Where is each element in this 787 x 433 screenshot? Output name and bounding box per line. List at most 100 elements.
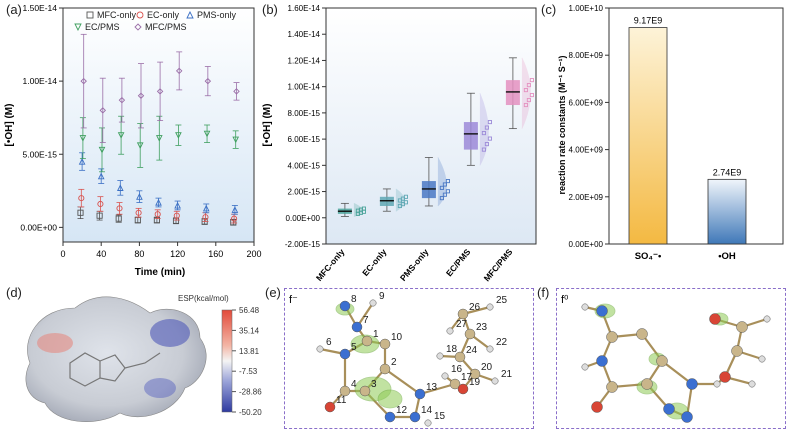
chart-b-point xyxy=(526,97,531,103)
panel-a-letter: (a) xyxy=(6,2,22,17)
chart-a-point xyxy=(153,217,160,224)
chart-b-point xyxy=(442,182,447,187)
chart-a-legend-label: PMS-only xyxy=(197,10,237,20)
chart-b-point xyxy=(487,120,492,125)
mol-e-atom xyxy=(441,372,449,380)
chart-a-legend-item: PMS-only xyxy=(186,10,237,20)
chart-a-point xyxy=(97,172,105,180)
chart-a-point xyxy=(79,135,87,142)
chart-a-point xyxy=(175,132,182,139)
chart-a-point xyxy=(231,206,239,213)
mol-f-atom xyxy=(748,380,756,388)
mol-e-atom-label: 21 xyxy=(501,369,513,380)
mol-e-atom xyxy=(361,335,373,347)
chart-b-point xyxy=(529,93,534,98)
mol-e-atom-label: 2 xyxy=(391,357,397,368)
chart-b-point xyxy=(484,125,489,130)
chart-a-point xyxy=(204,77,212,85)
chart-a-point xyxy=(78,195,85,202)
chart-c-bar-label: 2.74E9 xyxy=(713,167,742,177)
chart-b-ytick-label: -2.00E-15 xyxy=(285,240,321,249)
panel-b-letter: (b) xyxy=(262,2,278,17)
esp-surface-shape xyxy=(25,296,207,423)
chart-b-ytick-label: 8.00E-15 xyxy=(288,109,321,118)
mol-e-atom xyxy=(486,303,494,311)
chart-a-xtick-label: 0 xyxy=(60,249,65,259)
chart-a-point xyxy=(203,130,211,138)
mol-e-atom-label: 10 xyxy=(391,332,403,343)
esp-scale-title: ESP(kcal/mol) xyxy=(178,294,229,303)
chart-a-point xyxy=(78,157,86,165)
chart-b-point xyxy=(403,200,408,205)
chart-b-xtick-label: MFC-only xyxy=(314,247,347,283)
chart-a-legend-item: MFC/PMS xyxy=(134,22,187,32)
panel-c-letter: (c) xyxy=(541,2,557,17)
chart-b-ytick-label: 1.60E-14 xyxy=(288,4,321,13)
mol-e-atom-label: 18 xyxy=(446,344,458,355)
chart-a-ytick-label: 1.00E-14 xyxy=(23,76,58,86)
chart-a-time-series: 0 40 80 120 160 200 0.00E+00 5.00E-15 1.00E-14 1.… xyxy=(4,3,262,278)
mol-e-atom-label: 20 xyxy=(481,362,493,373)
chart-c-bar-label: 9.17E9 xyxy=(634,16,663,26)
chart-b-xtick-label: EC/PMS xyxy=(444,247,473,279)
mol-f-atom xyxy=(713,380,721,388)
mol-e-atom xyxy=(424,419,432,427)
chart-b-point xyxy=(484,142,489,147)
mol-f-atom xyxy=(758,355,766,363)
mol-e-atom-label: 7 xyxy=(363,315,369,326)
chart-c-ylabel: reaction rate constants (M⁻¹ S⁻¹) xyxy=(557,55,567,194)
chart-b-point xyxy=(439,196,444,201)
chart-a-legend-label: EC-only xyxy=(147,10,180,20)
chart-a-legend-item: EC/PMS xyxy=(74,22,120,32)
chart-a-legend-marker xyxy=(134,23,142,31)
mol-f-atom xyxy=(736,321,748,333)
chart-b-point xyxy=(529,78,534,83)
mol-e-atom-label: 9 xyxy=(379,291,385,302)
mol-e-atom-label: 24 xyxy=(466,345,478,356)
chart-b-point xyxy=(487,136,492,141)
mol-e-atom xyxy=(457,383,469,395)
mol-f-atom xyxy=(686,378,698,390)
chart-a-point xyxy=(156,88,164,95)
chart-a-series-mfcpms xyxy=(80,33,240,143)
mol-e-atom xyxy=(324,401,336,413)
mol-f-atom xyxy=(606,331,618,343)
esp-tick-label: 13.81 xyxy=(239,347,260,356)
chart-a-xlabel: Time (min) xyxy=(135,267,185,278)
chart-c-ytick-label: 8.00E+09 xyxy=(569,51,604,60)
mol-e-atom-label: 27 xyxy=(456,319,468,330)
fukui-zero-label: f⁰ xyxy=(561,294,569,306)
chart-b-ytick-label: 2.00E-15 xyxy=(288,188,321,197)
chart-b-point xyxy=(445,189,450,194)
chart-a-point xyxy=(155,135,163,142)
mol-e-atom xyxy=(469,368,481,380)
esp-positive-region xyxy=(37,333,73,353)
chart-c-ytick-label: 1.00E+10 xyxy=(569,4,604,13)
chart-b-violin xyxy=(479,93,489,166)
chart-b-ytick-label: 1.00E-14 xyxy=(288,83,321,92)
mol-f-atom xyxy=(763,315,771,323)
mol-e-atom-label: 17 xyxy=(461,372,473,383)
chart-b-point xyxy=(481,131,486,136)
chart-b-point xyxy=(481,147,486,152)
mol-f-atom xyxy=(636,328,648,340)
chart-a-xtick-label: 120 xyxy=(170,249,185,259)
chart-a-point xyxy=(174,201,181,209)
mol-f-atom xyxy=(663,403,675,415)
chart-a-point xyxy=(116,205,123,212)
fukui-zero-box: f⁰ xyxy=(556,288,786,429)
chart-a-point xyxy=(137,92,145,99)
mol-e-atom xyxy=(491,377,499,385)
mol-e-atom xyxy=(449,378,461,390)
chart-a-legend-marker xyxy=(136,11,144,19)
esp-negative-region-2 xyxy=(144,378,176,398)
mol-f-atom xyxy=(581,303,589,311)
mol-e-atom xyxy=(379,338,391,350)
mol-f-atom xyxy=(656,355,668,367)
panel-e-letter: (e) xyxy=(265,285,281,300)
chart-a-point xyxy=(116,184,124,191)
esp-tick-label: -7.53 xyxy=(239,367,258,376)
chart-b-ytick-label: 1.20E-14 xyxy=(288,56,321,65)
chart-a-legend-marker xyxy=(186,10,194,19)
mol-e-atom-label: 5 xyxy=(351,342,357,353)
